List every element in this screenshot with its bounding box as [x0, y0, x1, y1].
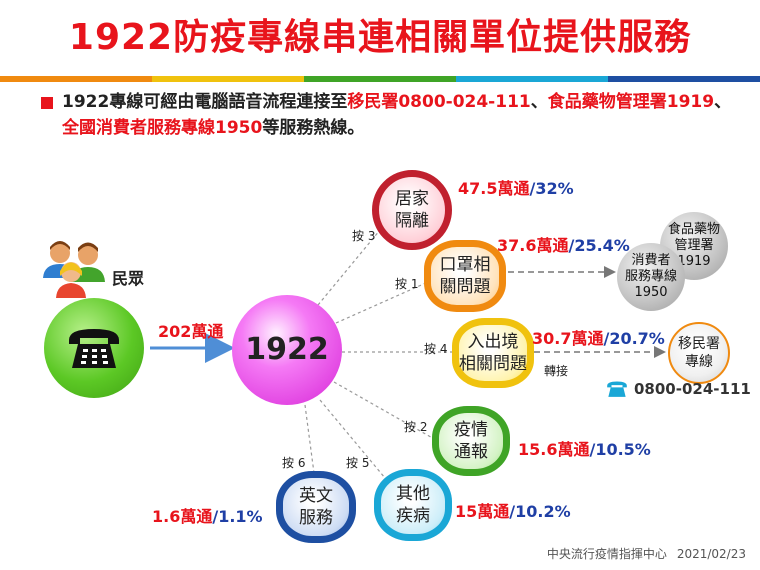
- stat-percent: 20.7%: [609, 329, 665, 348]
- stat-english: 1.6萬通/1.1%: [152, 503, 263, 527]
- stat-value: 15.6萬通: [518, 440, 590, 459]
- color-stripe: [0, 76, 760, 82]
- telephone-icon: [607, 381, 627, 397]
- immigration-line2: 專線: [685, 354, 713, 370]
- fda-line2: 管理署: [674, 238, 714, 253]
- stat-report: 15.6萬通/10.5%: [518, 436, 651, 460]
- node-english-service: 英文 服務: [276, 471, 356, 543]
- link-report: [333, 381, 437, 441]
- intro-separator: 、: [530, 92, 548, 112]
- link-home: [317, 229, 381, 306]
- consumer-line2: 服務專線: [624, 269, 677, 284]
- telephone-icon: [69, 329, 119, 368]
- node-label-line1: 英文: [299, 486, 333, 506]
- press-label-border: 按 4: [424, 342, 448, 356]
- stat-percent: 1.1%: [218, 507, 263, 526]
- node-label-line1: 居家: [395, 189, 429, 209]
- intro-consumer: 全國消費者服務專線1950: [62, 118, 263, 138]
- stripe-segment: [304, 76, 456, 82]
- press-label-english: 按 6: [282, 456, 306, 470]
- bullet-square-icon: [41, 97, 53, 109]
- node-label-line2: 服務: [299, 508, 333, 528]
- link-mask: [335, 281, 429, 324]
- people-icon: [40, 238, 110, 300]
- stat-border: 30.7萬通/20.7%: [532, 325, 665, 349]
- node-other-diseases: 其他 疾病: [374, 469, 452, 541]
- fda-line3: 1919: [677, 254, 711, 269]
- intro-fda: 食品藥物管理署1919: [547, 92, 715, 112]
- link-other: [319, 399, 386, 479]
- node-label-line2: 隔離: [395, 211, 429, 231]
- node-home-isolation: 居家 隔離: [372, 170, 452, 250]
- node-border-issues: 入出境 相關問題: [452, 318, 534, 388]
- stat-percent: 10.5%: [595, 440, 651, 459]
- intro-part2: 等服務熱線。: [262, 118, 365, 138]
- calls-total: 202萬通: [158, 322, 224, 341]
- stripe-segment: [0, 76, 152, 82]
- footer: 中央流行疫情指揮中心 2021/02/23: [547, 545, 746, 562]
- footer-date: 2021/02/23: [676, 547, 746, 561]
- node-label-line1: 入出境: [467, 332, 519, 352]
- node-label-line2: 相關問題: [459, 354, 527, 374]
- stat-percent: 25.4%: [574, 236, 630, 255]
- stat-slash: /: [603, 329, 610, 348]
- node-label-line1: 疫情: [454, 420, 488, 440]
- node-consumer-hotline: 消費者 服務專線 1950: [617, 243, 685, 311]
- fda-line1: 食品藥物: [667, 222, 720, 237]
- public-label: 民眾: [112, 269, 145, 288]
- link-english: [304, 404, 315, 474]
- node-epidemic-report: 疫情 通報: [432, 406, 510, 476]
- node-label-line1: 其他: [396, 484, 430, 504]
- stat-value: 15萬通: [455, 502, 510, 521]
- stripe-segment: [456, 76, 608, 82]
- node-label-line2: 通報: [454, 442, 488, 462]
- press-label-other: 按 5: [346, 456, 370, 470]
- stat-home: 47.5萬通/32%: [458, 175, 574, 199]
- node-label-line1: 口罩相: [439, 255, 491, 275]
- stat-value: 47.5萬通: [458, 179, 530, 198]
- intro-separator: 、: [714, 92, 732, 112]
- stat-percent: 10.2%: [515, 502, 571, 521]
- hub-1922: 1922: [232, 295, 342, 405]
- consumer-line3: 1950: [634, 285, 668, 300]
- transfer-label: 轉接: [544, 364, 569, 378]
- stripe-segment: [152, 76, 304, 82]
- stripe-segment: [608, 76, 760, 82]
- phone-node: [44, 298, 144, 398]
- stat-value: 1.6萬通: [152, 507, 213, 526]
- immigration-line1: 移民署: [678, 336, 720, 352]
- stat-slash: /: [568, 236, 575, 255]
- immigration-phone: 0800-024-111: [606, 380, 751, 398]
- stat-value: 30.7萬通: [532, 329, 604, 348]
- press-label-mask: 按 1: [395, 277, 419, 291]
- stat-slash: /: [589, 440, 596, 459]
- stat-mask: 37.6萬通/25.4%: [497, 232, 630, 256]
- stat-slash: /: [212, 507, 219, 526]
- stat-value: 37.6萬通: [497, 236, 569, 255]
- press-label-home: 按 3: [352, 229, 376, 243]
- node-label-line2: 關問題: [439, 277, 491, 297]
- page-title: 1922防疫專線串連相關單位提供服務: [68, 17, 692, 58]
- consumer-line1: 消費者: [631, 253, 671, 268]
- node-mask-issues: 口罩相 關問題: [424, 240, 506, 312]
- stat-percent: 32%: [535, 179, 574, 198]
- intro-immigration: 移民署0800-024-111: [347, 92, 531, 112]
- stat-slash: /: [529, 179, 536, 198]
- immigration-phone-number: 0800-024-111: [634, 380, 751, 398]
- stat-other: 15萬通/10.2%: [455, 498, 571, 522]
- press-label-report: 按 2: [404, 420, 428, 434]
- node-label-line2: 疾病: [396, 506, 430, 526]
- intro-part1: 1922專線可經由電腦語音流程連接至: [62, 92, 348, 112]
- stat-slash: /: [509, 502, 516, 521]
- node-immigration: 移民署 專線: [668, 322, 730, 384]
- footer-org: 中央流行疫情指揮中心: [546, 547, 667, 561]
- intro-text: 1922專線可經由電腦語音流程連接至移民署0800-024-111、食品藥物管理…: [62, 89, 734, 141]
